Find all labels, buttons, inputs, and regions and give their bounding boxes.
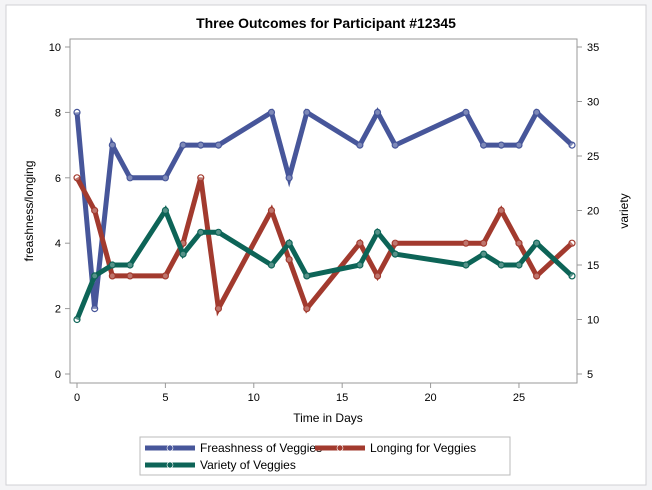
data-point [497,261,505,269]
y2-axis-label: variety [617,193,631,228]
data-point [197,174,205,182]
data-point [356,261,364,269]
plot-frame [69,38,578,384]
data-point [391,141,399,149]
y-tick-label: 4 [55,238,61,250]
data-point [373,228,382,236]
data-point [462,261,470,269]
data-point [197,228,205,236]
data-point [267,206,276,215]
data-point [356,239,364,247]
data-point [515,261,523,269]
y2-tick-label: 35 [587,42,599,54]
data-point [497,206,505,215]
data-point [480,239,488,247]
data-point [91,272,99,280]
x-tick-label: 5 [162,392,168,404]
data-point [285,174,293,182]
y-axis-label: freashness/longing [22,161,36,262]
data-point [568,272,576,280]
data-point [391,239,399,247]
y2-tick-label: 15 [587,260,599,272]
x-tick-label: 0 [74,392,80,404]
data-point [179,141,187,149]
data-point [462,239,470,247]
data-point [91,305,99,313]
legend-label-2: Variety of Veggies [200,458,296,472]
x-axis-label: Time in Days [293,411,363,425]
data-point [497,141,505,149]
y2-tick-label: 25 [587,151,599,163]
legend-label-1: Longing for Veggies [370,441,476,455]
y-tick-label: 8 [55,107,61,119]
data-point [73,174,81,182]
data-point [480,250,488,258]
data-point [126,174,134,182]
data-point [126,261,134,269]
data-point [480,141,488,149]
data-point [303,305,311,313]
data-point [533,239,541,247]
x-tick-label: 25 [513,392,525,404]
y2-tick-label: 5 [587,369,593,381]
data-point [73,315,81,324]
data-point [285,239,293,247]
legend [139,436,511,476]
data-point [356,141,364,149]
data-point [515,239,523,247]
y2-tick-label: 10 [587,315,599,327]
chart-title: Three Outcomes for Participant #12345 [196,15,456,31]
data-point [214,305,223,313]
legend-marker-1 [336,444,344,452]
y-tick-label: 2 [55,304,61,316]
data-point [108,261,116,269]
data-point [568,239,576,247]
data-point [267,108,276,117]
data-point [391,250,399,258]
y-tick-label: 10 [49,42,61,54]
y-tick-label: 6 [55,173,61,185]
legend-marker-0 [166,444,174,452]
data-point [303,108,311,117]
data-point [161,206,169,215]
data-point [91,206,99,215]
x-tick-label: 20 [424,392,436,404]
y2-tick-label: 30 [587,97,599,109]
series-line-1 [74,176,574,317]
data-point [303,272,311,280]
legend-label-0: Freashness of Veggies [200,441,322,455]
data-point [568,141,576,149]
data-point [161,272,169,280]
data-point [108,272,116,280]
data-point [197,141,205,149]
data-point [373,108,382,117]
data-point [179,250,187,258]
data-point [126,272,134,280]
data-point [285,255,293,264]
data-point [533,272,541,280]
data-point [161,174,169,182]
x-tick-label: 15 [336,392,348,404]
x-tick-label: 10 [248,392,260,404]
data-point [267,261,276,269]
data-point [214,228,223,236]
data-point [373,272,382,280]
data-point [462,108,470,117]
data-point [214,141,223,149]
data-point [533,108,541,117]
data-point [73,108,81,117]
data-point [515,141,523,149]
y-tick-label: 0 [55,369,61,381]
legend-marker-2 [166,461,174,469]
data-point [108,141,116,149]
y2-tick-label: 20 [587,206,599,218]
